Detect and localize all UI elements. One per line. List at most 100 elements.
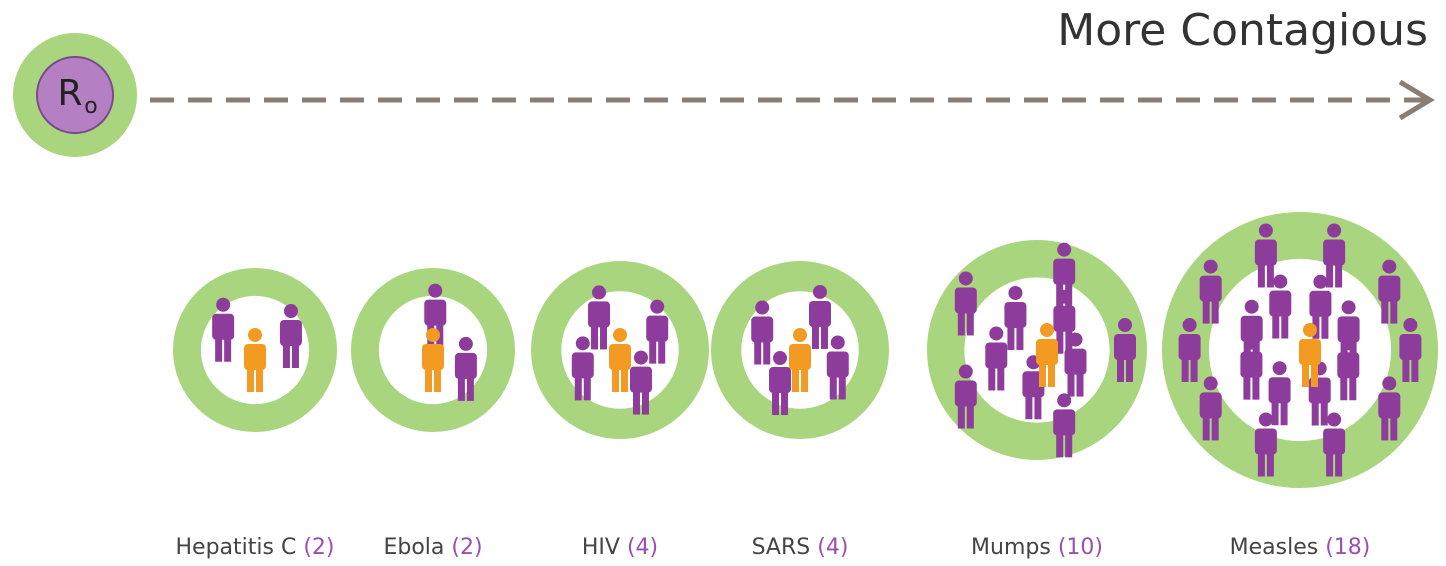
person bbox=[826, 335, 849, 400]
person bbox=[1254, 223, 1277, 288]
person-head bbox=[458, 336, 473, 351]
person-body bbox=[609, 344, 631, 370]
person-leg bbox=[256, 368, 263, 392]
person-leg bbox=[1326, 452, 1334, 477]
person-leg bbox=[1272, 314, 1280, 339]
person-leg bbox=[1065, 329, 1073, 354]
person bbox=[646, 299, 669, 364]
person-leg bbox=[1326, 263, 1334, 288]
person-body bbox=[279, 319, 302, 346]
person-body bbox=[808, 300, 831, 327]
person-head bbox=[575, 336, 590, 351]
person-head bbox=[1258, 412, 1273, 427]
person-leg bbox=[966, 311, 974, 336]
person bbox=[571, 336, 594, 401]
person-head bbox=[1341, 300, 1356, 315]
person-leg bbox=[1349, 340, 1357, 365]
disease-label: SARS (4) bbox=[752, 535, 849, 560]
disease-label: Hepatitis C (2) bbox=[176, 535, 335, 560]
person-leg bbox=[763, 340, 771, 365]
person-body bbox=[571, 352, 594, 379]
person-leg bbox=[1067, 372, 1075, 397]
person-head bbox=[1203, 376, 1218, 391]
person-leg bbox=[1252, 375, 1260, 400]
person-leg bbox=[434, 368, 441, 392]
person-head bbox=[248, 328, 262, 342]
person-leg bbox=[754, 340, 762, 365]
person bbox=[1053, 242, 1076, 307]
person-leg bbox=[1320, 401, 1328, 426]
person-body bbox=[1240, 315, 1263, 342]
person-body bbox=[1114, 334, 1136, 360]
person-body bbox=[1254, 428, 1277, 455]
person-body bbox=[954, 380, 977, 407]
person-body bbox=[629, 366, 652, 393]
person-head bbox=[1057, 393, 1072, 408]
person bbox=[1268, 361, 1291, 426]
person-head bbox=[428, 283, 443, 298]
person bbox=[1299, 323, 1321, 387]
disease-r0: (10) bbox=[1058, 535, 1103, 560]
person-leg bbox=[224, 337, 232, 362]
person-head bbox=[426, 328, 440, 342]
person-body bbox=[1323, 239, 1346, 266]
person-leg bbox=[1048, 363, 1055, 387]
person-leg bbox=[1076, 372, 1084, 397]
disease-name: Mumps bbox=[971, 535, 1051, 560]
person-head bbox=[793, 328, 807, 342]
person bbox=[1323, 223, 1346, 288]
person-body bbox=[424, 299, 447, 326]
person bbox=[1114, 318, 1136, 382]
person-body bbox=[646, 315, 669, 342]
person-head bbox=[1182, 318, 1197, 332]
person-leg bbox=[1181, 358, 1189, 382]
disease-label: Mumps (10) bbox=[971, 535, 1103, 560]
person-leg bbox=[1065, 282, 1073, 307]
person-leg bbox=[1302, 363, 1309, 387]
person-head bbox=[613, 328, 627, 342]
person-body bbox=[1053, 258, 1076, 285]
person-leg bbox=[1381, 416, 1389, 441]
person bbox=[1378, 376, 1401, 441]
person-leg bbox=[1007, 325, 1015, 350]
person-body bbox=[1064, 348, 1087, 375]
person-leg bbox=[801, 368, 808, 392]
person-leg bbox=[1321, 314, 1329, 339]
title: More Contagious bbox=[1057, 5, 1428, 56]
person-leg bbox=[215, 337, 223, 362]
person-leg bbox=[1016, 325, 1024, 350]
person bbox=[1199, 259, 1222, 324]
person-leg bbox=[1202, 299, 1210, 324]
person bbox=[954, 271, 977, 336]
person-body bbox=[1178, 334, 1201, 360]
person-leg bbox=[781, 391, 789, 416]
person-leg bbox=[1335, 452, 1343, 477]
person-leg bbox=[649, 339, 657, 364]
person-leg bbox=[1056, 282, 1064, 307]
person-leg bbox=[466, 376, 474, 401]
person-leg bbox=[966, 404, 974, 429]
person-leg bbox=[574, 376, 582, 401]
person-body bbox=[212, 313, 235, 340]
person-leg bbox=[1056, 329, 1064, 354]
person-leg bbox=[1266, 452, 1274, 477]
person-body bbox=[751, 316, 774, 343]
person-head bbox=[1118, 318, 1132, 332]
person bbox=[1254, 412, 1277, 477]
person-leg bbox=[632, 390, 640, 415]
person-leg bbox=[1390, 416, 1398, 441]
disease-label: HIV (4) bbox=[582, 535, 658, 560]
person bbox=[954, 364, 977, 429]
person-leg bbox=[247, 368, 254, 392]
person-leg bbox=[1271, 401, 1279, 426]
person-leg bbox=[1280, 401, 1288, 426]
person-leg bbox=[621, 368, 628, 392]
person-leg bbox=[1025, 395, 1033, 420]
person bbox=[1053, 393, 1076, 458]
person bbox=[808, 284, 831, 349]
person-head bbox=[650, 299, 665, 314]
person bbox=[1004, 285, 1027, 350]
person-body bbox=[1399, 334, 1422, 360]
person-head bbox=[830, 335, 845, 350]
person-body bbox=[1053, 409, 1076, 436]
